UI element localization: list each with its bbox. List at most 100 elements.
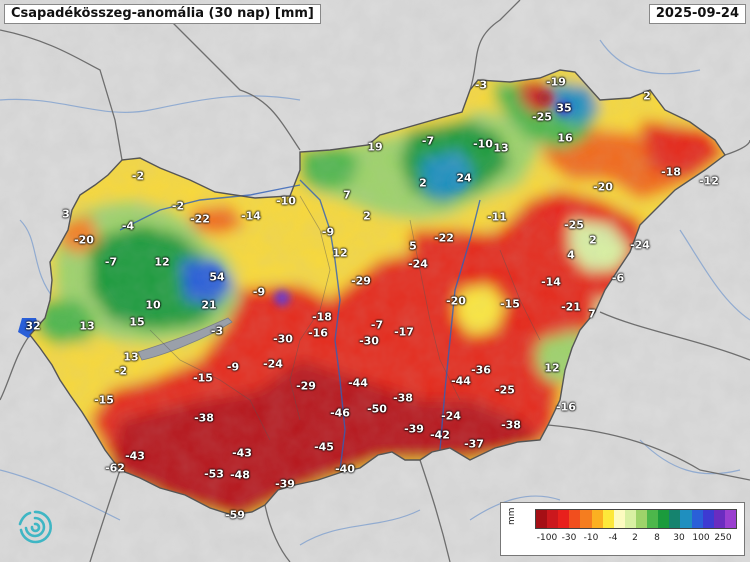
legend-color-step	[702, 510, 714, 528]
station-value: -25	[532, 110, 552, 124]
station-value: 15	[129, 315, 145, 329]
legend-color-step	[658, 510, 670, 528]
legend-color-step	[580, 510, 592, 528]
station-value: 19	[367, 140, 383, 154]
station-value: -16	[556, 400, 576, 414]
station-value: -22	[190, 212, 210, 226]
station-value: 5	[409, 239, 417, 253]
station-value: -50	[367, 402, 387, 416]
legend-color-step	[569, 510, 581, 528]
station-value: -39	[275, 477, 295, 491]
station-value: 35	[556, 101, 572, 115]
station-value: -19	[546, 75, 566, 89]
station-value: -62	[105, 461, 125, 475]
station-value: -11	[487, 210, 507, 224]
station-value: -59	[225, 508, 245, 522]
station-value: 12	[154, 255, 170, 269]
station-value: 2	[589, 233, 597, 247]
station-value: -6	[611, 271, 625, 285]
station-value: -42	[430, 428, 450, 442]
legend-tick: -4	[608, 533, 618, 543]
station-value: 13	[79, 319, 95, 333]
station-value: -15	[94, 393, 114, 407]
legend-color-step	[558, 510, 570, 528]
color-legend: mm -100 -30 -10 -4 2 8 30 100 250	[500, 502, 745, 556]
map-date: 2025-09-24	[648, 4, 746, 24]
legend-color-step	[691, 510, 703, 528]
station-value: 54	[209, 270, 225, 284]
station-value: -2	[114, 364, 128, 378]
station-value: -25	[495, 383, 515, 397]
legend-color-bar	[535, 509, 737, 529]
legend-tick-labels: -100 -30 -10 -4 2 8 30 100 250	[535, 533, 735, 547]
station-value: -20	[446, 294, 466, 308]
station-value: -43	[232, 446, 252, 460]
station-value: -20	[593, 180, 613, 194]
station-value: -2	[131, 169, 145, 183]
station-value: -40	[335, 462, 355, 476]
legend-unit: mm	[507, 507, 517, 525]
station-value: 4	[567, 248, 575, 262]
map-title: Csapadékösszeg-anomália (30 nap) [mm]	[4, 4, 321, 24]
station-value: -44	[451, 374, 471, 388]
station-value: 7	[588, 307, 596, 321]
station-value: -37	[464, 437, 484, 451]
station-value: -15	[193, 371, 213, 385]
legend-color-step	[647, 510, 659, 528]
legend-color-step	[602, 510, 614, 528]
station-value: -53	[204, 467, 224, 481]
station-value: -39	[404, 422, 424, 436]
station-value: 12	[544, 361, 560, 375]
station-value: 3	[62, 207, 70, 221]
station-value: -21	[561, 300, 581, 314]
station-value: -29	[351, 274, 371, 288]
station-value: -14	[241, 209, 261, 223]
station-value: -7	[421, 134, 435, 148]
station-value: -9	[226, 360, 240, 374]
station-value: -7	[370, 318, 384, 332]
station-value: 2	[363, 209, 371, 223]
station-value: -10	[473, 137, 493, 151]
station-value: -38	[194, 411, 214, 425]
station-value: -38	[501, 418, 521, 432]
station-value: -12	[699, 174, 719, 188]
station-value: -10	[276, 194, 296, 208]
legend-color-step	[591, 510, 603, 528]
station-value: -30	[359, 334, 379, 348]
station-value: 16	[557, 131, 573, 145]
station-value: -24	[263, 357, 283, 371]
station-value: 12	[332, 246, 348, 260]
station-value: -15	[500, 297, 520, 311]
legend-tick: 2	[632, 533, 638, 543]
station-value: -20	[74, 233, 94, 247]
station-value: -16	[308, 326, 328, 340]
station-value: 7	[343, 188, 351, 202]
station-value: -7	[104, 255, 118, 269]
station-value: -18	[312, 310, 332, 324]
station-value: -18	[661, 165, 681, 179]
station-value: -38	[393, 391, 413, 405]
legend-tick: 30	[673, 533, 685, 543]
station-value: -43	[125, 449, 145, 463]
station-value: 13	[123, 350, 139, 364]
station-value: -45	[314, 440, 334, 454]
station-value: 2	[643, 89, 651, 103]
legend-tick: -30	[561, 533, 577, 543]
station-value: -3	[210, 324, 224, 338]
station-value: -29	[296, 379, 316, 393]
station-value: -9	[252, 285, 266, 299]
station-value: 2	[419, 176, 427, 190]
legend-tick: 8	[654, 533, 660, 543]
station-value: -14	[541, 275, 561, 289]
station-value: -22	[434, 231, 454, 245]
station-value: -24	[441, 409, 461, 423]
legend-tick: 250	[714, 533, 732, 543]
station-value: -46	[330, 406, 350, 420]
legend-color-step	[624, 510, 636, 528]
station-value: -24	[630, 238, 650, 252]
station-value: -9	[321, 225, 335, 239]
station-value: -2	[171, 199, 185, 213]
station-value: -24	[408, 257, 428, 271]
legend-color-step	[547, 510, 559, 528]
